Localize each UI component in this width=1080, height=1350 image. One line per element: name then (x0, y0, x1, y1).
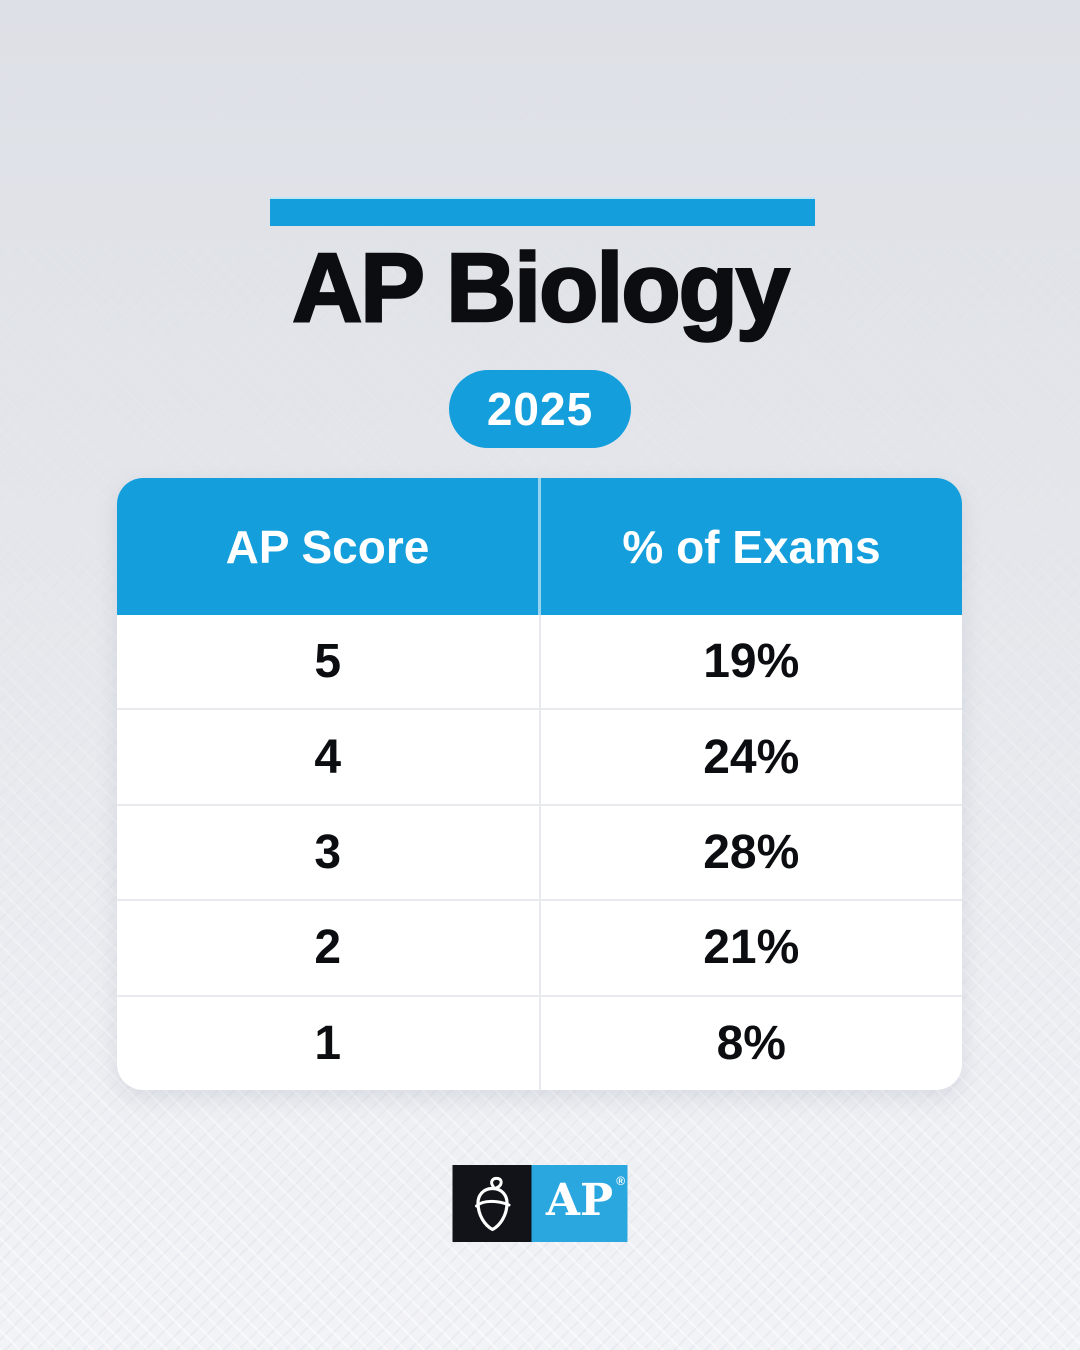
percent-cell: 19% (703, 635, 800, 689)
table-row: 5 19% (117, 615, 962, 709)
score-cell: 5 (117, 615, 541, 709)
score-cell: 2 (117, 901, 541, 995)
score-cell: 4 (117, 710, 541, 804)
table-row: 3 28% (117, 803, 962, 900)
top-accent-bar (270, 199, 815, 226)
registered-trademark-icon: ® (616, 1174, 626, 1188)
percent-cell: 8% (716, 1016, 786, 1070)
table-header-row: AP Score % of Exams (117, 478, 962, 615)
score-cell: 3 (117, 805, 541, 900)
ap-logo: AP ® (531, 1165, 628, 1242)
page-title: AP Biology (291, 232, 791, 344)
percent-cell: 24% (703, 730, 800, 784)
percent-cell: 28% (703, 826, 800, 880)
header-cell-ap-score: AP Score (117, 478, 541, 615)
year-badge: 2025 (449, 370, 631, 448)
acorn-icon (474, 1176, 510, 1231)
table-row: 2 21% (117, 899, 962, 995)
year-badge-label: 2025 (486, 383, 594, 435)
ap-logo-letters: AP (545, 1175, 614, 1226)
table-row: 4 24% (117, 708, 962, 804)
footer-logos: AP ® (452, 1165, 628, 1242)
score-cell: 1 (117, 996, 541, 1090)
table-body: 5 19% 4 24% 3 28% 2 21% 1 8% (117, 615, 962, 1090)
ap-logo-text: AP ® (546, 1175, 625, 1223)
college-board-logo (452, 1165, 532, 1242)
percent-cell: 21% (703, 921, 800, 975)
table-row: 1 8% (117, 994, 962, 1090)
header-cell-percent-of-exams: % of Exams (622, 520, 881, 573)
score-distribution-table: AP Score % of Exams 5 19% 4 24% 3 28% 2 … (117, 478, 962, 1090)
